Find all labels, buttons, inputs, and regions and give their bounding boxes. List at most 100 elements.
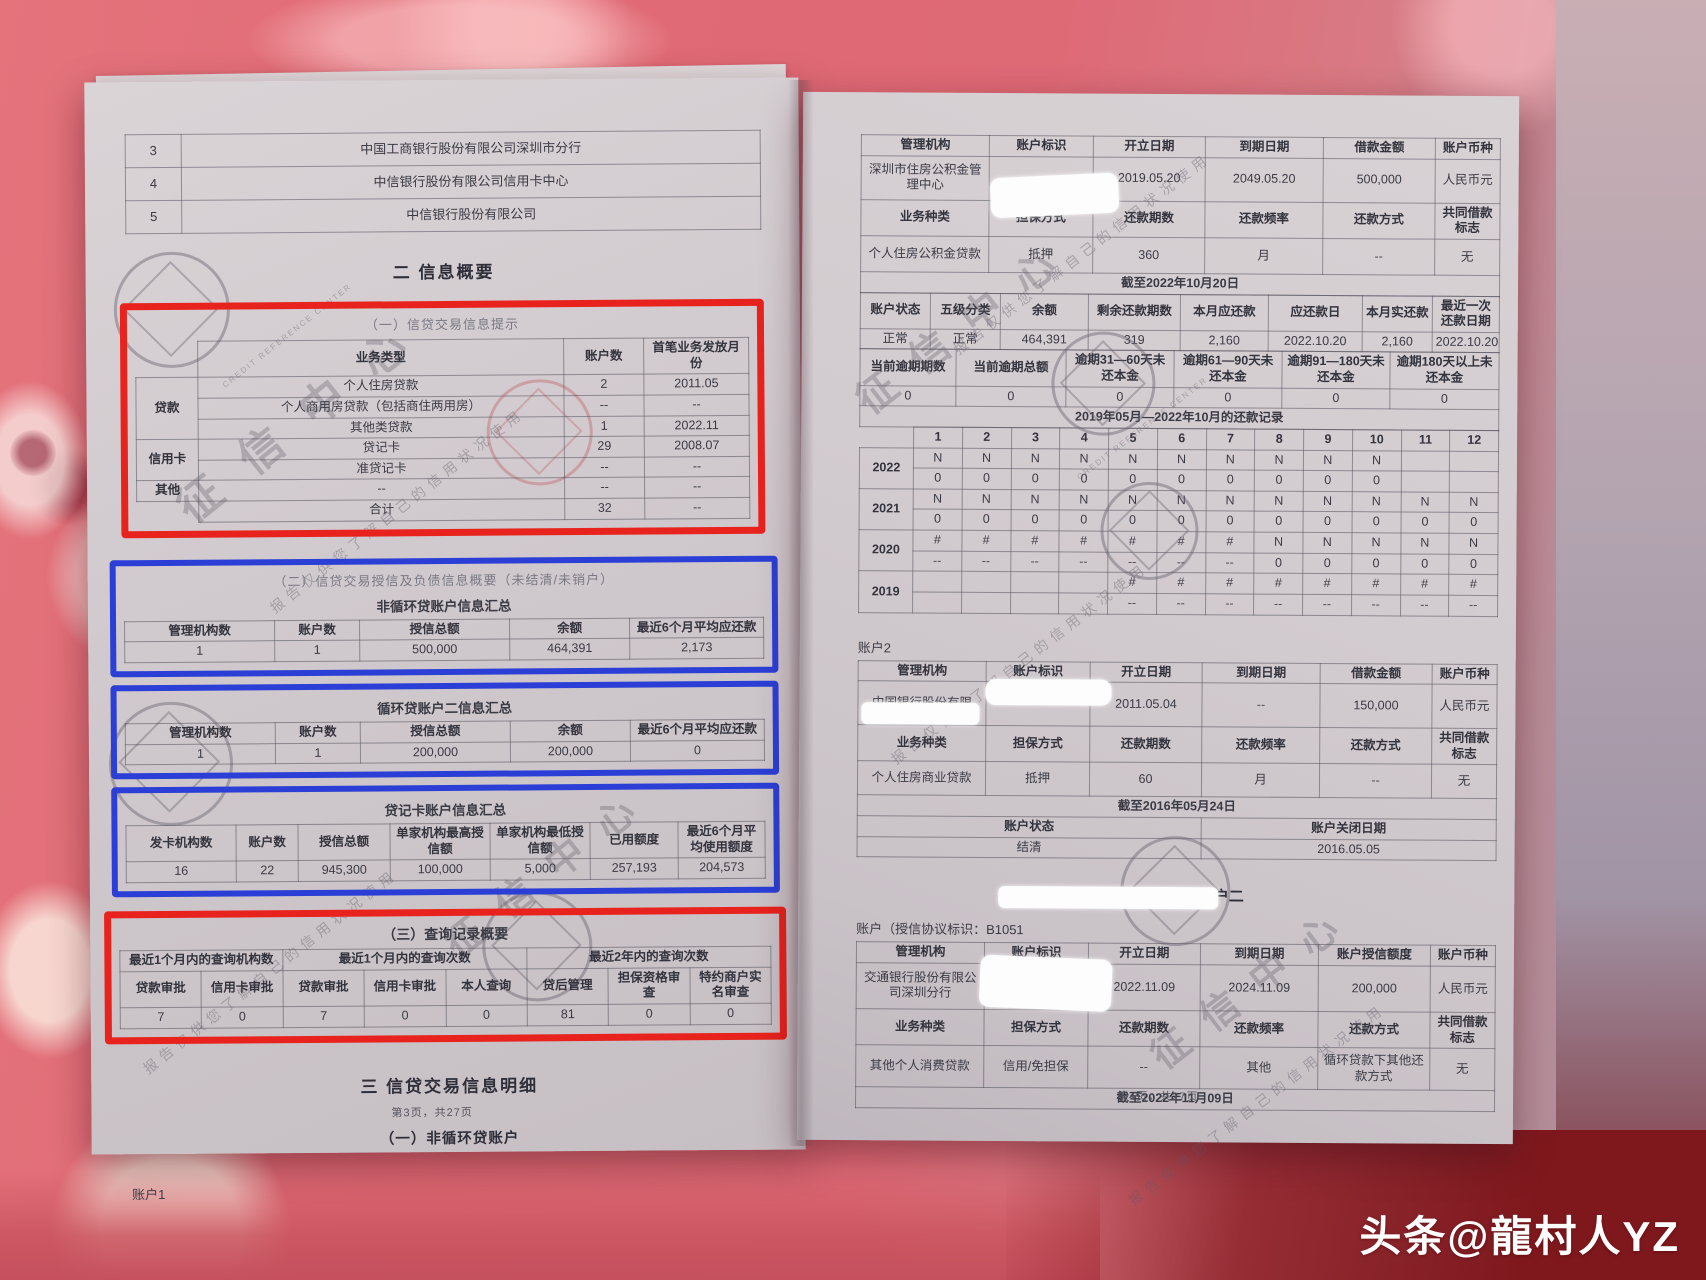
table-cell: 0 xyxy=(1303,511,1352,533)
table-cell: N xyxy=(913,447,963,469)
table-cell: 最近6个月平均应还款 xyxy=(630,719,765,741)
table-cell: N xyxy=(1010,489,1060,511)
query-summary-title: （三）查询记录概要 xyxy=(382,925,509,943)
table-cell: 交通银行股份有限公司深圳分行 xyxy=(856,962,985,1010)
table-cell: 还款频率 xyxy=(1204,201,1324,239)
table-cell xyxy=(1449,471,1499,493)
table-cell: 中国工商银行股份有限公司深圳市分行 xyxy=(181,130,761,168)
table-cell xyxy=(1058,572,1108,594)
table-cell: # xyxy=(912,530,962,551)
table-cell: 其他类贷款 xyxy=(198,416,565,440)
table-cell: 贷款审批 xyxy=(282,969,365,1007)
table-cell: 账户数 xyxy=(235,824,299,862)
table-cell: 开立日期 xyxy=(1090,661,1203,683)
table-cell: 最近1个月内的查询机构数 xyxy=(119,949,283,972)
redaction-blob xyxy=(861,702,980,725)
table-cell: -- xyxy=(1400,594,1449,616)
table-cell: N xyxy=(961,489,1011,510)
table-cell: # xyxy=(1107,572,1157,594)
table-cell: 200,000 xyxy=(1318,965,1431,1013)
fabric-spot xyxy=(10,430,56,476)
table-cell: 200,000 xyxy=(510,740,631,763)
table-cell: N xyxy=(1302,532,1352,554)
table-cell: 管理机构 xyxy=(861,134,990,157)
page-number-left: 第3页，共27页 xyxy=(391,1106,473,1120)
account2-label: 账户2 xyxy=(857,639,892,655)
fabric-gray-edge xyxy=(1556,0,1706,1280)
account3-label: 账户（授信协议标识：B1051 xyxy=(856,921,1024,938)
table-cell: N xyxy=(1254,490,1304,512)
table-cell: 账户币种 xyxy=(1432,663,1498,685)
table-cell: 150,000 xyxy=(1319,683,1433,729)
creditcard-title: 贷记卡账户信息汇总 xyxy=(384,802,507,819)
table-cell: 账户授信额度 xyxy=(1318,944,1431,967)
table-cell: 5 xyxy=(125,200,182,234)
table-row: 账户状态 五级分类 余额 剩余还款期数 本月应还款 应还款日 本月实还款 最近一… xyxy=(860,292,1500,333)
table-cell: 2024.11.09 xyxy=(1200,964,1319,1012)
table-cell: N xyxy=(1400,532,1450,554)
table-cell: 0 xyxy=(630,739,765,762)
table-cell: N xyxy=(1303,449,1353,471)
table-cell: 最近2年内的查询次数 xyxy=(526,946,771,969)
table-cell: 还款频率 xyxy=(1201,726,1320,764)
table-cell: 合计 xyxy=(198,498,565,522)
table-cell: -- xyxy=(1351,594,1401,616)
table-cell: N xyxy=(1351,491,1401,513)
table-cell: -- xyxy=(198,478,565,502)
table-cell: 0 xyxy=(1449,512,1499,534)
year-label: 2021 xyxy=(859,488,914,531)
table-cell: 担保方式 xyxy=(983,1009,1089,1047)
table-cell: 到期日期 xyxy=(1202,662,1321,684)
table-cell: 2 xyxy=(563,374,644,396)
table-cell: -- xyxy=(1156,593,1206,615)
table-cell xyxy=(912,591,962,613)
table-cell: 已用额度 xyxy=(589,822,679,859)
fabric-dark-corner xyxy=(1006,1130,1706,1280)
table-cell: N xyxy=(1254,449,1304,471)
table-cell: 257,193 xyxy=(590,858,679,880)
table-cell: 人民币元 xyxy=(1430,966,1496,1013)
table-cell: 500,000 xyxy=(359,639,510,661)
account1-table: 管理机构 账户标识 开立日期 到期日期 借款金额 账户币种 深圳市住房公积金管理… xyxy=(860,134,1501,297)
table-cell: 账户标识 xyxy=(989,135,1094,157)
credit-tip-table: 业务类型 账户数 首笔业务发放月份 贷款 个人住房贷款 2 2011.05 个人… xyxy=(135,337,750,523)
table-cell: 余额 xyxy=(1000,293,1089,330)
table-cell: 最近1个月内的查询次数 xyxy=(282,947,527,971)
fabric-bottom xyxy=(0,1170,1100,1280)
table-cell: 1 xyxy=(124,640,275,663)
creditcard-table: 发卡机构数 账户数 授信总额 单家机构最高授信额 单家机构最低授信额 已用额度 … xyxy=(125,821,766,883)
table-cell: 五级分类 xyxy=(930,292,1001,330)
table-cell: # xyxy=(1302,573,1352,595)
page-fold-shadow xyxy=(788,80,814,1146)
table-cell: N xyxy=(1351,532,1401,554)
table-cell: 还款频率 xyxy=(1199,1010,1319,1048)
table-cell: 0 xyxy=(859,385,956,407)
table-cell xyxy=(1010,592,1059,614)
table-cell: 信用卡 xyxy=(136,439,199,482)
table-cell xyxy=(1058,592,1108,614)
table-cell: 账户数 xyxy=(275,721,361,744)
table-row: 结清 2016.05.05 xyxy=(857,836,1497,861)
table-cell: 6 xyxy=(1157,428,1207,450)
table-cell: 4 xyxy=(1059,427,1109,449)
table-cell: N xyxy=(1059,448,1109,470)
table-cell: 共同借款标志 xyxy=(1431,728,1497,765)
table-cell: # xyxy=(1448,574,1498,596)
table-cell: 0 xyxy=(1010,509,1060,531)
redaction-blob xyxy=(998,886,1219,910)
table-cell: 授信总额 xyxy=(359,618,510,641)
table-row: 其他个人消费贷款 信用/免担保 -- 其他 循环贷款下其他还款方式 无 xyxy=(855,1044,1495,1091)
table-cell: 开立日期 xyxy=(1093,136,1206,158)
table-cell: # xyxy=(1156,572,1206,594)
table-row: 5 中信银行股份有限公司 xyxy=(125,196,761,234)
table-cell: 贷记卡 xyxy=(198,436,565,460)
table-cell: 还款期数 xyxy=(1087,1009,1201,1047)
table-cell: 贷后管理 xyxy=(526,967,609,1005)
table-cell: 管理机构数 xyxy=(125,722,276,745)
table-cell: 个人住房公积金贷款 xyxy=(860,235,989,273)
table-cell: 8 xyxy=(1254,428,1304,450)
table-cell: 0 xyxy=(1065,386,1174,408)
table-cell: 0 xyxy=(1254,552,1303,574)
table-cell: N xyxy=(1205,449,1255,471)
table-row: 7 0 7 0 0 81 0 0 xyxy=(120,1003,772,1029)
